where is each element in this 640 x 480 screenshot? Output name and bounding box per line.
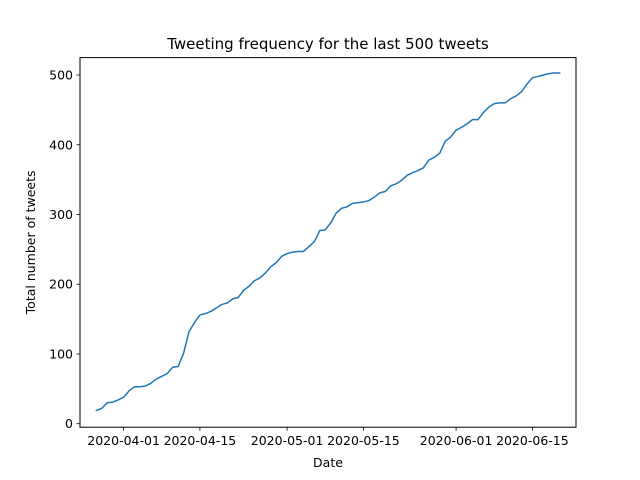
x-tick-label: 2020-04-01 [87, 433, 160, 448]
series-line-0 [95, 72, 561, 412]
x-tick-label: 2020-04-15 [164, 433, 237, 448]
x-tick-label: 2020-05-01 [251, 433, 324, 448]
chart-title: Tweeting frequency for the last 500 twee… [166, 35, 489, 53]
plot-area [95, 72, 561, 412]
x-tick-label: 2020-05-15 [327, 433, 400, 448]
y-tick-label: 200 [49, 277, 73, 292]
y-tick-label: 0 [65, 416, 73, 431]
x-tick-label: 2020-06-01 [420, 433, 493, 448]
y-tick-label: 400 [49, 137, 73, 152]
y-tick-label: 100 [49, 346, 73, 361]
y-tick-label: 500 [49, 68, 73, 83]
x-axis: 2020-04-01 2020-04-15 2020-05-01 2020-05-15… [87, 427, 569, 448]
x-axis-label: Date [313, 455, 343, 470]
x-tick-label: 2020-06-15 [496, 433, 569, 448]
y-tick-label: 300 [49, 207, 73, 222]
y-axis-label: Total number of tweets [23, 170, 38, 315]
axes-frame [79, 57, 577, 428]
y-axis: 0 100 200 300 400 500 [49, 68, 80, 431]
